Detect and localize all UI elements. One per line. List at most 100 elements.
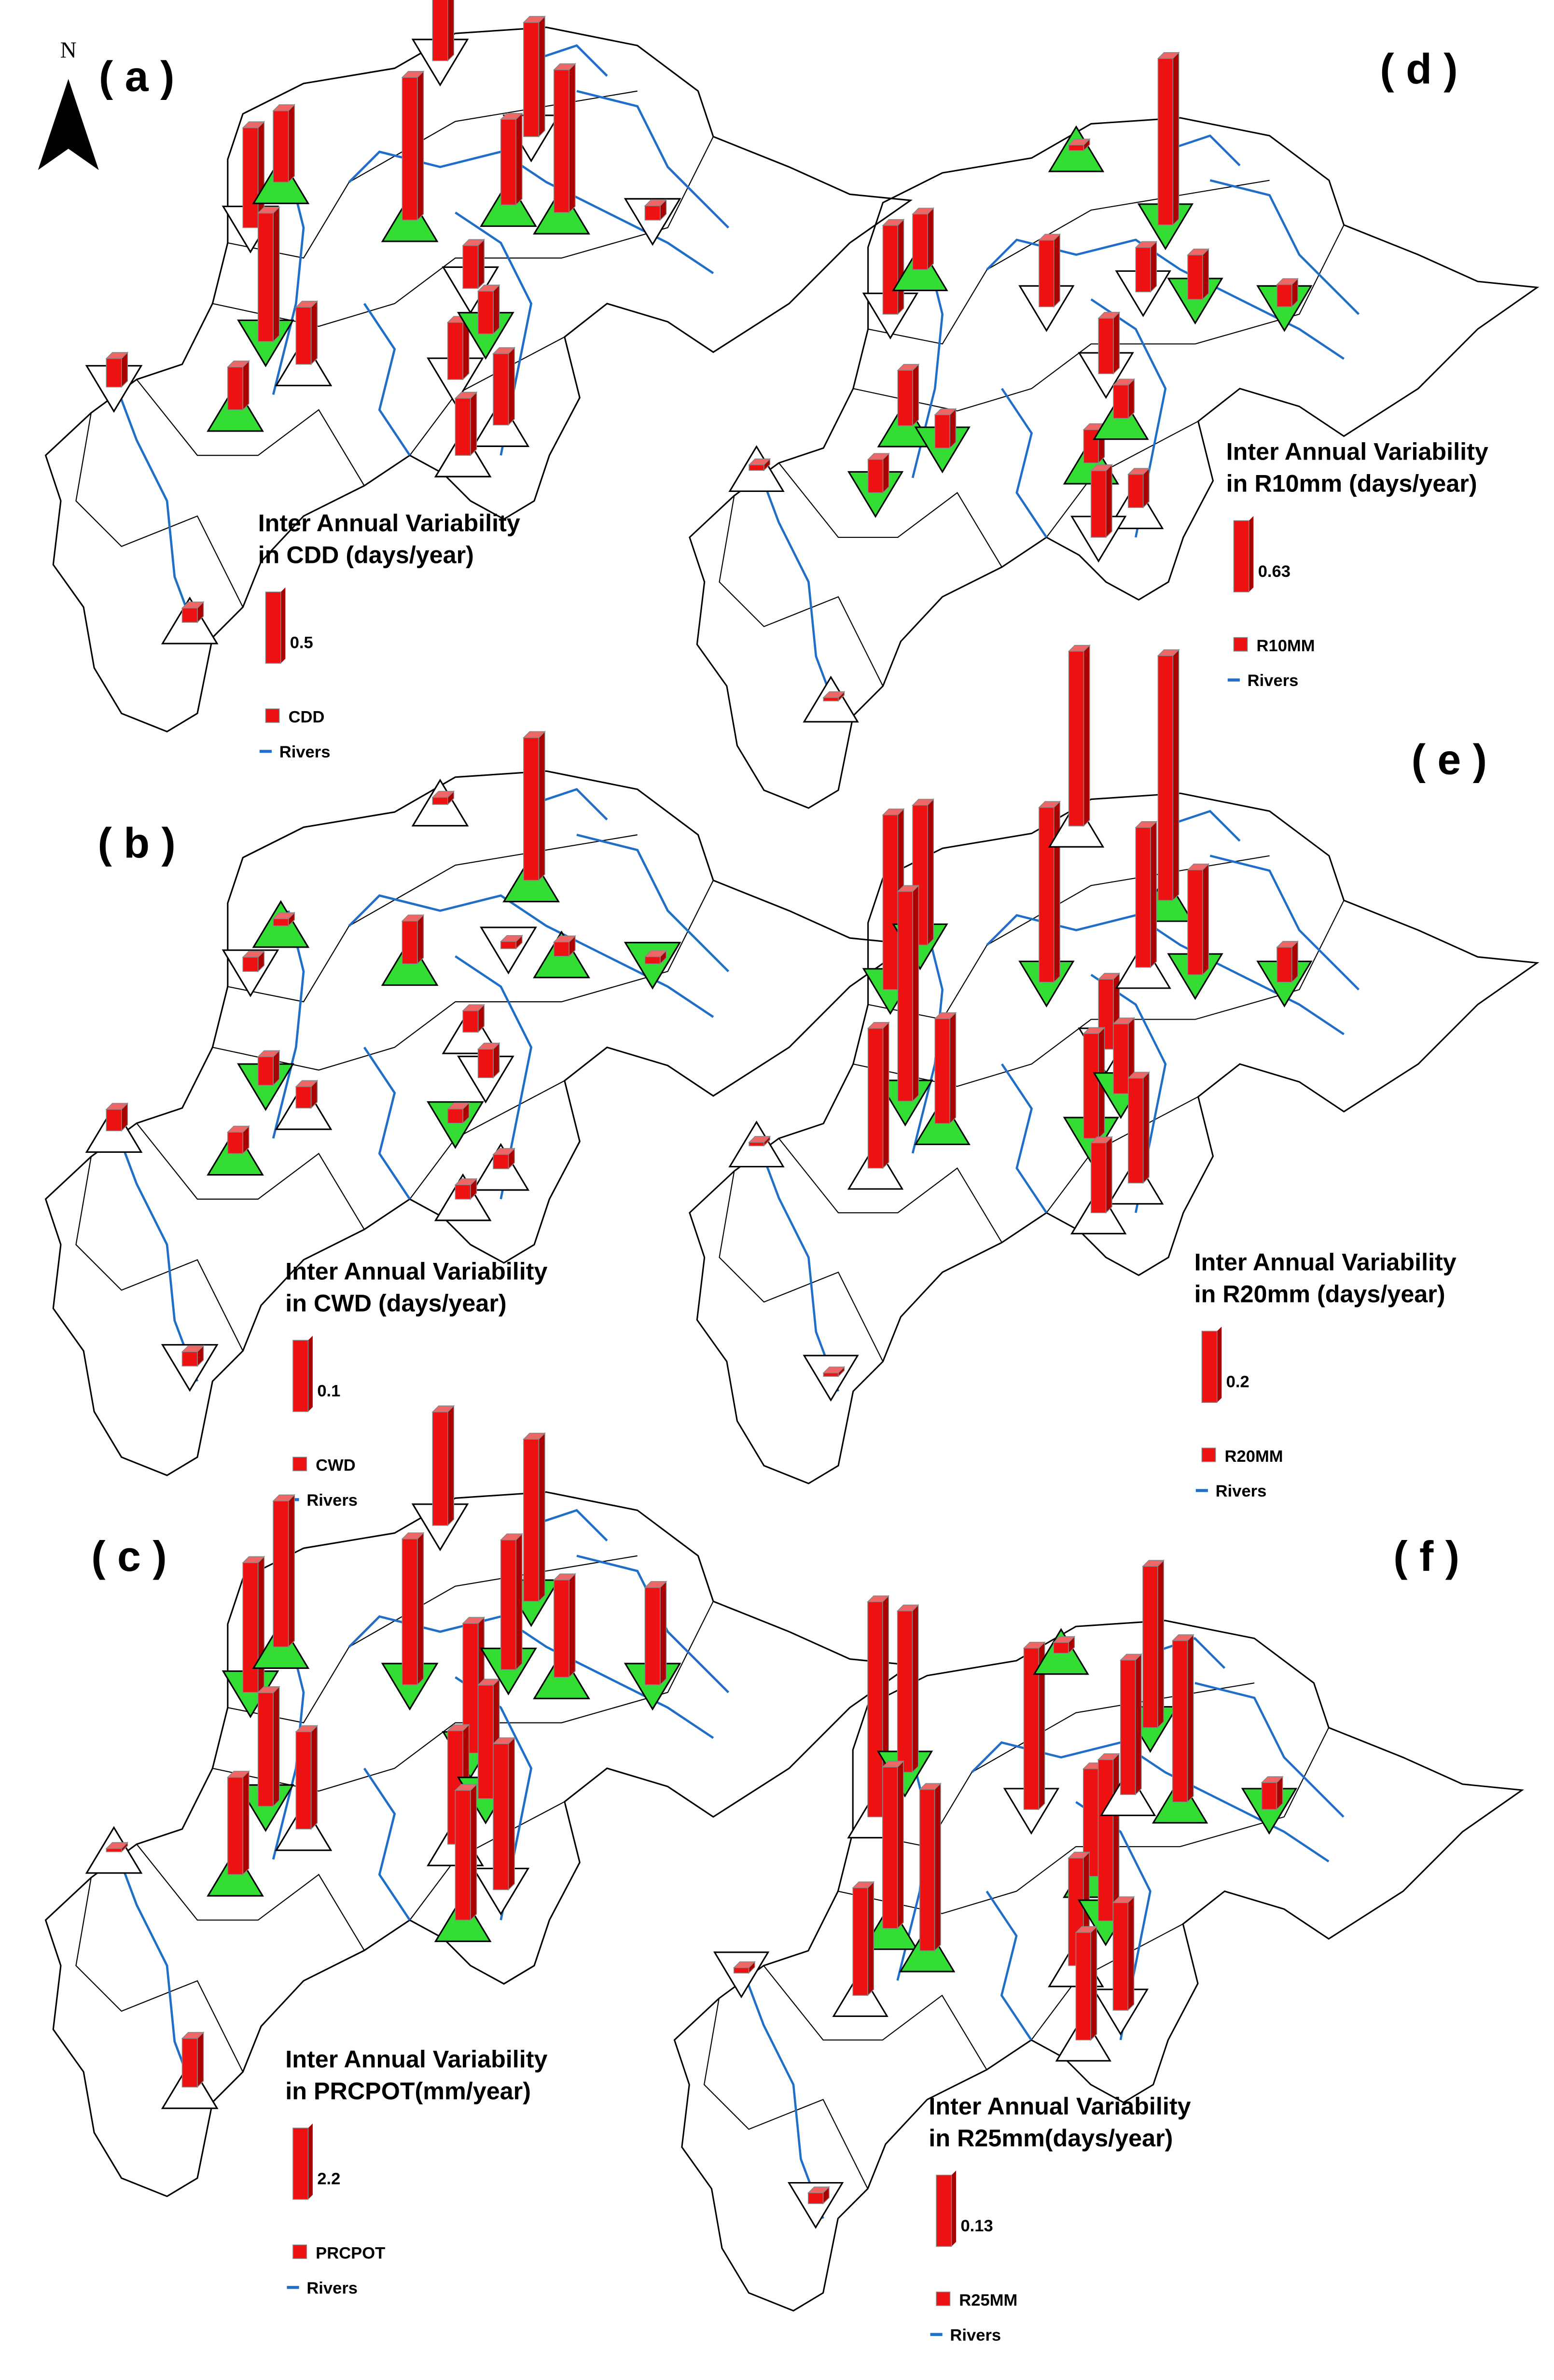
station-bar	[106, 1109, 122, 1132]
station-bar	[227, 1777, 244, 1875]
legend-name: PRCPOT	[316, 2244, 385, 2262]
panel-label: ( e )	[1412, 736, 1487, 784]
north-arrow-shape	[38, 79, 99, 170]
province-boundary	[136, 1844, 365, 1951]
station-bar	[227, 1132, 244, 1154]
station-bar	[644, 1587, 661, 1685]
province-boundary	[75, 1877, 244, 2072]
bar-side	[470, 391, 477, 457]
bar-side	[508, 347, 515, 426]
trend-triangle	[803, 1355, 859, 1402]
station-bar	[500, 119, 516, 206]
bar-side	[538, 15, 545, 138]
bar-side	[1202, 248, 1209, 300]
bar-side	[493, 284, 500, 335]
bar-side	[1090, 1925, 1097, 2041]
river	[112, 1122, 199, 1382]
legend-key	[292, 1456, 307, 1471]
river	[986, 238, 1345, 360]
trend-triangle	[713, 1951, 770, 1999]
station-bar	[455, 398, 471, 456]
river	[1001, 388, 1048, 538]
station-bar	[1135, 247, 1151, 293]
river	[530, 44, 608, 77]
map-panel	[44, 730, 913, 1476]
legend-rivers: Rivers	[279, 743, 331, 761]
station-bar	[1097, 1759, 1114, 1921]
station-bar	[882, 1766, 898, 1929]
station-bar	[1261, 1782, 1277, 1810]
station-bar	[1112, 1902, 1129, 2011]
map-panel	[44, 0, 913, 733]
station-bar	[882, 225, 899, 315]
bar-side	[538, 1432, 545, 1602]
station-bar	[1075, 1932, 1091, 2041]
station-bar	[181, 1351, 198, 1367]
legend-key	[1201, 1447, 1216, 1462]
province-boundary	[853, 224, 1345, 412]
river	[1150, 1637, 1226, 1669]
legend-rivers: Rivers	[950, 2326, 1001, 2344]
station-bar	[447, 322, 463, 380]
station-bar	[1039, 807, 1054, 983]
bar-side	[912, 884, 919, 1102]
station-bar	[432, 0, 448, 61]
trend-triangle	[480, 926, 537, 975]
bar-side	[927, 798, 934, 946]
country-outline	[689, 117, 1540, 809]
legend-key	[292, 2244, 307, 2259]
panel-label: ( d )	[1380, 45, 1457, 93]
bar-side	[417, 1532, 424, 1686]
station-bar	[295, 1731, 312, 1830]
bar-side	[1127, 1896, 1135, 2011]
legend-bar	[936, 2174, 952, 2247]
station-bar	[455, 1790, 471, 1921]
station-bar	[867, 1028, 884, 1169]
river	[1001, 1063, 1048, 1214]
bar-side	[882, 452, 889, 494]
station-bar	[1142, 1566, 1158, 1728]
station-bar	[1135, 827, 1151, 968]
bar-side	[197, 2031, 204, 2088]
station-bar	[867, 459, 884, 493]
bar-side	[477, 238, 485, 290]
bar-side	[569, 1573, 576, 1679]
province-boundary	[719, 1171, 884, 1362]
map-panel	[673, 1559, 1525, 2312]
legend-bar	[1233, 520, 1249, 592]
station-bar	[1276, 947, 1292, 983]
legend-rivers: Rivers	[306, 1491, 358, 1510]
legend-bar-side	[1217, 1326, 1222, 1403]
station-bar	[1276, 284, 1292, 308]
river	[576, 90, 730, 229]
river	[348, 1615, 714, 1739]
legend-title: in PRCPOT(mm/year)	[285, 2077, 531, 2104]
legend-bar	[265, 591, 281, 664]
legend-title: in R20mm (days/year)	[1194, 1280, 1445, 1308]
legend-name: R25MM	[959, 2291, 1017, 2310]
station-bar	[106, 358, 122, 388]
station-bar	[477, 291, 494, 335]
station-bar	[106, 1848, 122, 1852]
bar-side	[1113, 311, 1120, 375]
province-boundary	[75, 1156, 244, 1351]
station-bar	[402, 1538, 418, 1685]
bar-side	[417, 914, 424, 965]
bar-side	[1187, 1634, 1194, 1803]
station-bar	[934, 414, 950, 448]
river	[530, 788, 608, 821]
bar-side	[1150, 240, 1157, 293]
station-bar	[500, 1540, 516, 1670]
country-outline	[44, 1491, 913, 2198]
river	[740, 1965, 824, 2219]
station-bar	[919, 1789, 935, 1951]
station-bar	[644, 956, 661, 965]
station-bar	[273, 1500, 289, 1648]
province-boundary	[838, 1727, 1330, 1914]
panel-label: ( b )	[98, 819, 176, 867]
map-panel	[689, 644, 1540, 1484]
bar-side	[470, 1783, 477, 1921]
bar-side	[912, 1604, 919, 1773]
